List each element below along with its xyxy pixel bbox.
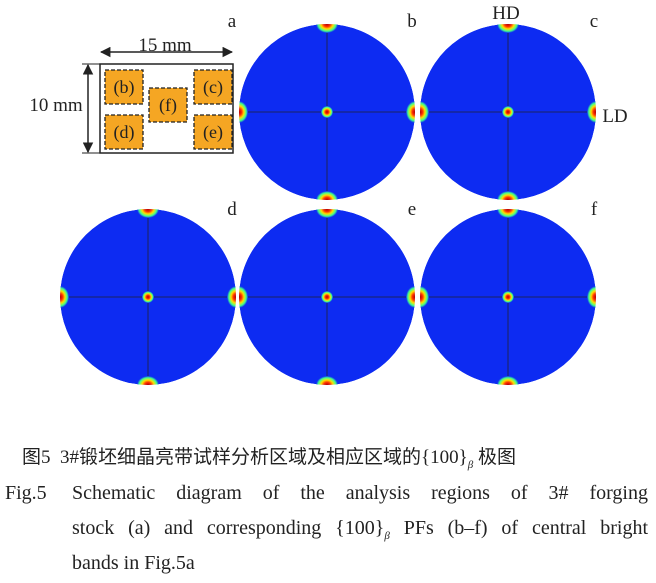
pole [239,101,248,123]
panel-label: d [227,199,237,220]
width-label: 15 mm [138,35,192,56]
pole [316,209,338,218]
height-label: 10 mm [29,95,83,116]
region-label: (b) [114,77,135,98]
pole [406,101,415,123]
subscript: β [384,530,390,542]
pole [497,24,519,33]
pole [321,106,333,118]
region-label: (e) [203,122,223,143]
caption-en-line1: Schematic diagram of the analysis region… [72,482,648,504]
caption-label: 图5 [22,447,51,468]
region-label: (f) [159,95,177,116]
ld-label: LD [602,106,627,127]
pole-figure [420,209,596,385]
pole [497,376,519,385]
subscript: β [467,458,474,471]
pole [137,376,159,385]
pole-figure [60,209,236,385]
pole [406,286,415,308]
caption-cn: 图5 3#锻坯细晶亮带试样分析区域及相应区域的{100}β 极图 [22,442,516,471]
pole [137,209,159,218]
pole [227,286,236,308]
region-box [148,87,188,123]
pole [316,24,338,33]
panel-label: f [591,199,598,220]
pole [321,291,333,303]
panel-label: b [407,11,417,32]
pole [502,291,514,303]
panel-label: a [228,11,237,32]
pole [142,291,154,303]
pole [316,191,338,200]
panel-label: e [408,199,416,220]
pole-figure [239,24,415,200]
caption-text: 3#锻坯细晶亮带试样分析区域及相应区域的{100} [60,447,468,468]
region-label: (d) [114,122,135,143]
caption-tail: 极图 [478,447,517,468]
pole [497,209,519,218]
region-box [104,114,144,150]
caption-en-line3: bands in Fig.5a [72,552,195,574]
caption-en-label: Fig.5 [5,482,47,504]
caption-text: stock (a) and corresponding {100} [72,517,385,539]
pole [420,286,429,308]
region-box [193,114,233,150]
pole [420,101,429,123]
region-box [104,69,144,105]
panel-label: c [590,11,598,32]
pole [587,101,596,123]
hd-label: HD [492,3,519,24]
region-box [193,69,233,105]
pole [502,106,514,118]
region-label: (c) [203,77,223,98]
pole-figure [420,24,596,200]
caption-text: PFs (b–f) of central bright [389,517,648,539]
pole [60,286,69,308]
caption-en-line2: stock (a) and corresponding {100}β PFs (… [72,517,648,542]
pole [587,286,596,308]
pole [316,376,338,385]
pole-figure [239,209,415,385]
pole [497,191,519,200]
pole [239,286,248,308]
figure: 15 mm 10 mm a b c d e f (b) (c) (d) (e) (f) HD LD [29,3,628,385]
